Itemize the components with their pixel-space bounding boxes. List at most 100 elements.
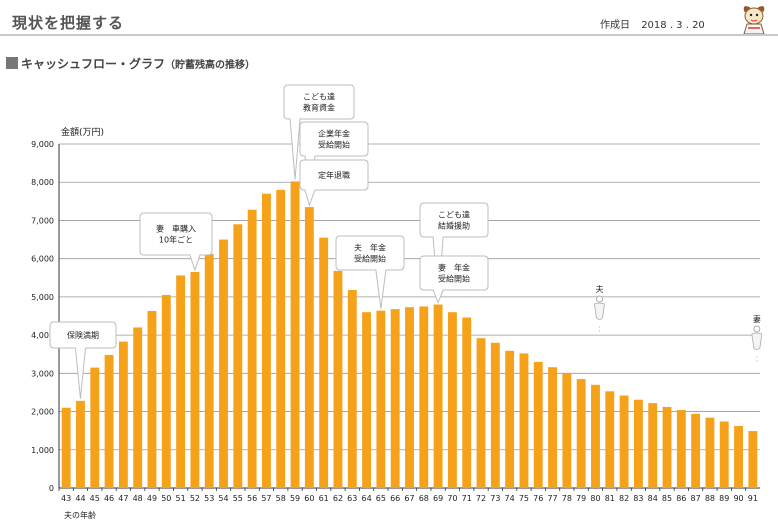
x-tick-label: 72 [476,494,486,503]
x-tick-label: 78 [562,494,572,503]
callout-bubble [139,212,213,272]
callout-text: 保険満期 [67,330,99,340]
x-tick-label: 63 [347,494,357,503]
bar [219,239,228,488]
x-tick-label: 73 [490,494,500,503]
x-tick-label: 88 [705,494,715,503]
bar [605,391,615,488]
x-tick-label: 46 [104,494,114,503]
x-tick-label: 91 [748,494,758,503]
x-tick-label: 69 [433,494,443,503]
figure-head-icon [753,325,761,333]
page-title: 現状を把握する [12,14,125,32]
bar [619,395,629,488]
y-tick-label: 6,000 [31,255,54,264]
bar [548,367,557,488]
x-tick-label: 85 [662,494,672,503]
x-tick-label: 89 [719,494,729,503]
y-tick-label: 2,000 [31,408,54,417]
x-tick-label: 54 [218,494,228,503]
marker-label: 夫 [595,284,603,294]
bar [662,406,672,488]
callout-text: 10年ごと [159,235,193,245]
y-tick-label: 5,000 [31,293,54,302]
y-tick-label: 7,000 [31,216,54,225]
callout-bubble [49,321,117,399]
callout-text: 結婚援助 [438,221,470,231]
x-tick-label: 83 [633,494,643,503]
bar [748,431,758,488]
x-tick-label: 70 [447,494,457,503]
x-tick-label: 58 [276,494,286,503]
created-date-block: 作成日 2018 . 3 . 20 [600,16,713,31]
bar [362,312,372,488]
x-tick-label: 55 [233,494,243,503]
x-tick-label: 57 [261,494,271,503]
bar [676,410,686,488]
x-tick-label: 84 [648,494,658,503]
x-tick-label: 61 [319,494,329,503]
section-title-text: キャッシュフロー・グラフ [21,57,166,71]
x-tick-label: 49 [147,494,157,503]
x-tick-label: 52 [190,494,200,503]
figure-body-icon [751,332,763,350]
y-tick-label: 4,000 [31,331,54,340]
callout-text: 定年退職 [318,170,350,180]
bar [376,310,386,488]
bar [648,403,658,488]
x-tick-label: 71 [462,494,472,503]
bar [76,400,85,488]
x-tick-label: 53 [204,494,214,503]
callout-bubble [283,84,355,180]
x-tick-label: 50 [161,494,171,503]
callout-bubble [419,255,489,304]
x-tick-label: 74 [505,494,515,503]
bar [476,338,486,488]
callout-text: こども達 [303,92,335,102]
callout-text: 受給開始 [438,274,470,284]
bar [705,417,715,488]
bar [133,327,143,488]
x-tick-label: 76 [533,494,543,503]
x-tick-label: 77 [547,494,557,503]
callout-text: 企業年金 [318,129,350,139]
x-tick-label: 45 [90,494,100,503]
x-tick-label: 64 [361,494,371,503]
bar [533,361,543,488]
callout-text: 受給開始 [318,140,350,150]
x-tick-label: 81 [605,494,615,503]
bar [562,373,572,488]
y-tick-label: 9,000 [31,140,54,149]
x-tick-label: 79 [576,494,586,503]
y-tick-label: 1,000 [31,446,54,455]
bar [190,272,200,488]
bar [118,341,128,488]
bar [447,312,457,488]
bar [290,181,300,489]
x-tick-label: 82 [619,494,629,503]
bar [719,421,729,488]
created-date: 2018 . 3 . 20 [641,20,705,31]
bar [319,237,329,488]
x-tick-label: 48 [133,494,143,503]
bar [462,317,472,488]
section-title: キャッシュフロー・グラフ（貯蓄残高の推移） [6,55,255,72]
marker-label: 妻 [753,314,761,324]
bar [90,367,100,488]
bar [147,311,157,488]
bar [419,306,429,488]
bar [347,290,357,488]
bar [505,350,515,488]
bar [576,379,586,488]
x-tick-label: 60 [304,494,314,503]
bar [304,207,314,489]
bar [247,209,257,488]
y-tick-label: 8,000 [31,178,54,187]
bar [161,294,171,488]
page-header: 現状を把握する 作成日 2018 . 3 . 20 [0,0,778,38]
callout-bubble [335,235,405,309]
bar [405,307,414,488]
y-axis-label: 金額(万円) [61,126,104,138]
bar [591,384,600,488]
bar [734,426,743,488]
